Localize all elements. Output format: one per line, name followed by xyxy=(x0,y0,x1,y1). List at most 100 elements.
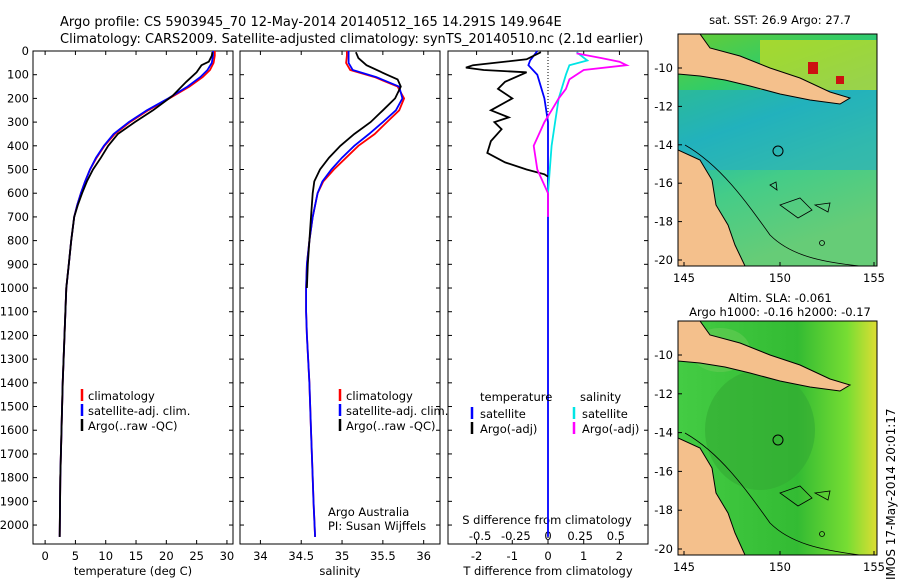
legend-label: satellite xyxy=(480,407,526,421)
header-line1: Argo profile: CS 5903945_70 12-May-2014 … xyxy=(60,15,562,30)
x2-tick-label: -0.5 xyxy=(469,529,491,543)
legend-label: satellite xyxy=(582,407,628,421)
series-line-salinity-satellite xyxy=(547,51,590,194)
sst-cool-band xyxy=(678,90,877,170)
y-tick-label: 1800 xyxy=(0,471,29,485)
sst-map: sat. SST: 26.9 Argo: 27.7 145 150 155 -10 -1… xyxy=(654,13,885,285)
series-line-temperature-argo-adj- xyxy=(465,51,549,178)
legend-label: satellite-adj. clim. xyxy=(88,404,190,418)
y-tick-label: 1400 xyxy=(0,376,29,390)
map-x-tick-label: 155 xyxy=(863,560,885,574)
reef-outlines xyxy=(769,181,831,219)
x-tick-label: 20 xyxy=(159,549,174,563)
x2-tick-label: 0.5 xyxy=(607,529,625,543)
y-tick-label: 1300 xyxy=(0,352,29,366)
y-tick-label: 1600 xyxy=(0,423,29,437)
y-tick-label: 1100 xyxy=(0,305,29,319)
y-tick-label: 0 xyxy=(22,44,29,58)
land-australia xyxy=(678,149,746,266)
temperature-panel: 0100200300400500600700800900100011001200… xyxy=(0,44,234,578)
x-tick-label: 2 xyxy=(616,549,623,563)
x-tick-label: 5 xyxy=(72,549,79,563)
reef-outlines xyxy=(779,485,831,507)
y-tick-label: 1900 xyxy=(0,494,29,508)
series-line-climatology xyxy=(58,51,216,537)
y-tick-label: 800 xyxy=(7,234,29,248)
x-tick-label: 35 xyxy=(335,549,350,563)
plot-frame xyxy=(32,50,234,545)
series-line-temperature-satellite xyxy=(527,50,549,537)
y-tick-label: 300 xyxy=(7,115,29,129)
series-line-climatology xyxy=(305,51,406,537)
land-australia xyxy=(678,437,746,555)
y-tick-label: 2000 xyxy=(0,518,29,532)
map-y-tick-label: -14 xyxy=(654,426,673,440)
header-line2: Climatology: CARS2009. Satellite-adjuste… xyxy=(60,32,643,47)
x-tick-label: 30 xyxy=(220,549,235,563)
imos-timestamp: IMOS 17-May-2014 20:01:17 xyxy=(884,408,898,580)
legend-label: Argo(-adj) xyxy=(480,422,537,436)
legend-label: Argo(..raw -QC) xyxy=(88,419,178,433)
series-line-salinity-argo-adj- xyxy=(532,52,630,217)
salinity-panel: 34 34.5 35 35.5 36 salinity climatologysatelli… xyxy=(239,50,448,578)
x-axis-label: T difference from climatology xyxy=(462,564,633,578)
legend-label: Argo(-adj) xyxy=(582,422,639,436)
x-tick-label: 1 xyxy=(580,549,587,563)
y-tick-label: 600 xyxy=(7,186,29,200)
sla-map-ticks: 145 150 155 -10 -12 -14 -16 -18 -20 xyxy=(654,348,885,574)
x-tick-label: 10 xyxy=(98,549,113,563)
legend-group-title: salinity xyxy=(580,390,621,404)
sst-map-title: sat. SST: 26.9 Argo: 27.7 xyxy=(709,13,851,27)
bathymetry-contour xyxy=(684,432,861,555)
legend-group-title: temperature xyxy=(480,390,552,404)
legend-label: climatology xyxy=(346,389,413,403)
x-tick-label: 0 xyxy=(41,549,48,563)
x-axis-label: salinity xyxy=(319,564,360,578)
annotation-text: PI: Susan Wijffels xyxy=(328,519,426,533)
x-axis-label: temperature (deg C) xyxy=(74,564,192,578)
series-line-argo-raw-qc- xyxy=(58,52,214,537)
map-y-tick-label: -20 xyxy=(654,542,673,556)
map-x-tick-label: 155 xyxy=(863,271,885,285)
y-tick-label: 1200 xyxy=(0,328,29,342)
map-x-tick-label: 145 xyxy=(673,271,695,285)
map-y-tick-label: -20 xyxy=(654,253,673,267)
bathymetry-contour xyxy=(684,144,861,266)
y-tick-label: 400 xyxy=(7,139,29,153)
x-tick-label: 15 xyxy=(129,549,144,563)
legend-label: climatology xyxy=(88,389,155,403)
map-y-tick-label: -18 xyxy=(654,503,673,517)
reef-marker xyxy=(819,531,825,537)
land-new-guinea xyxy=(678,321,852,392)
y-tick-label: 100 xyxy=(7,68,29,82)
sla-map-title2: Argo h1000: -0.16 h2000: -0.17 xyxy=(689,305,871,319)
x-tick-label: 36 xyxy=(416,549,431,563)
x2-tick-label: 0.25 xyxy=(567,529,593,543)
sla-map-title1: Altim. SLA: -0.061 xyxy=(728,291,832,305)
y-tick-label: 1700 xyxy=(0,447,29,461)
map-y-tick-label: -10 xyxy=(654,61,673,75)
y-tick-label: 700 xyxy=(7,210,29,224)
map-y-tick-label: -16 xyxy=(654,464,673,478)
argo-position-marker xyxy=(772,434,784,446)
map-x-tick-label: 150 xyxy=(769,271,791,285)
sst-map-ticks: 145 150 155 -10 -12 -14 -16 -18 -20 xyxy=(654,61,885,285)
legend-label: satellite-adj. clim. xyxy=(346,404,448,418)
land-new-guinea xyxy=(678,34,852,105)
map-x-tick-label: 150 xyxy=(769,560,791,574)
sst-map-frame xyxy=(677,33,878,267)
y-tick-label: 200 xyxy=(7,91,29,105)
y-tick-label: 500 xyxy=(7,163,29,177)
x-tick-label: -2 xyxy=(471,549,482,563)
sla-low-patch xyxy=(705,370,815,490)
legend-label: Argo(..raw -QC) xyxy=(346,419,436,433)
differences-panel: -2 -1 0 1 2T difference from climatology -0.5… xyxy=(447,50,649,578)
annotation-text: Argo Australia xyxy=(328,505,409,519)
x-tick-label: 35.5 xyxy=(370,549,396,563)
y-tick-label: 900 xyxy=(7,257,29,271)
series-line-satellite-adj-clim- xyxy=(58,51,214,537)
map-y-tick-label: -10 xyxy=(654,348,673,362)
x-tick-label: 25 xyxy=(189,549,204,563)
sla-map: Altim. SLA: -0.061 Argo h1000: -0.16 h20… xyxy=(654,291,885,574)
